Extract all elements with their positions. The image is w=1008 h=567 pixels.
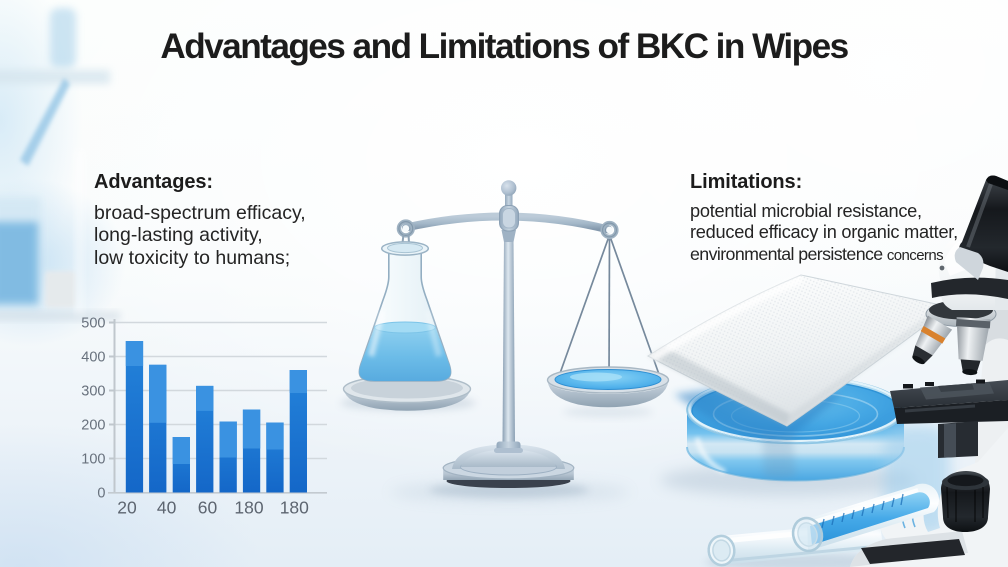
svg-text:500: 500	[81, 316, 105, 332]
svg-text:20: 20	[117, 498, 137, 518]
svg-text:100: 100	[81, 452, 105, 468]
svg-text:300: 300	[81, 384, 105, 400]
svg-text:60: 60	[198, 498, 218, 518]
svg-text:0: 0	[97, 486, 105, 502]
svg-text:180: 180	[234, 498, 263, 518]
svg-text:180: 180	[280, 498, 309, 518]
svg-text:40: 40	[157, 498, 177, 518]
svg-text:200: 200	[81, 418, 105, 434]
svg-text:400: 400	[81, 350, 105, 366]
